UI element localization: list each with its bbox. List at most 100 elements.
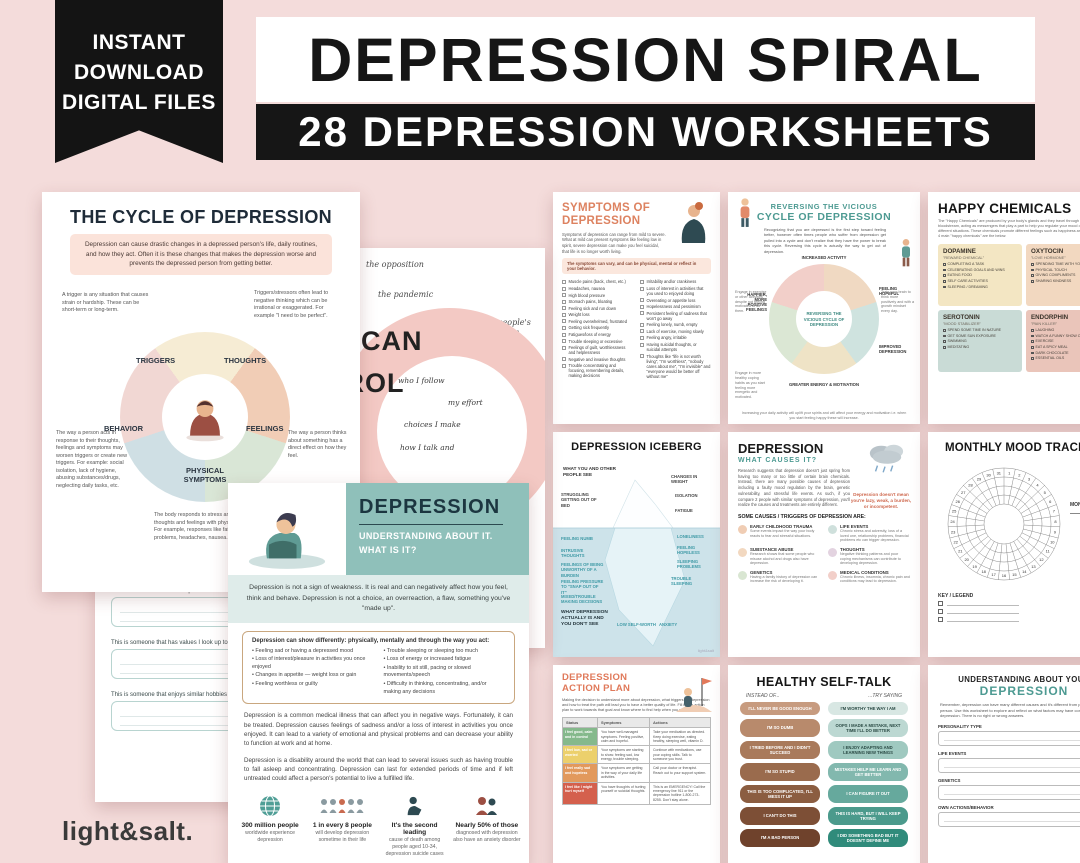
checkbox-icon [1031, 346, 1034, 349]
worksheet-monthly-mood-tracker: MONTHLY MOOD TRACKER 1234567891011121314… [928, 432, 1080, 657]
action-plan-title: DEPRESSION ACTION PLAN [562, 672, 631, 694]
svg-text:17: 17 [991, 572, 996, 577]
support-person-label: This is someone that enjoys similar hobb… [111, 692, 228, 698]
stat-worldwide: 300 million people worldwide experience … [236, 793, 304, 857]
cycle-label-feelings: FEELINGS [246, 424, 284, 433]
month-write-line [1070, 508, 1080, 514]
worksheet-depression-iceberg: DEPRESSION ICEBERG WHAT YOU AND OTHER PE… [553, 432, 720, 657]
checkbox-icon [1031, 329, 1034, 332]
cause-icon [738, 547, 747, 557]
key-legend-label: KEY / LEGEND [938, 593, 974, 599]
inside-control-item: how I talk and [400, 443, 455, 452]
chemical-activity: ESSENTIAL OILS [1031, 356, 1080, 360]
svg-text:21: 21 [958, 549, 963, 554]
key-write-line [947, 617, 1019, 622]
chemical-activity: EAT A SPICY MEAL [1031, 345, 1080, 349]
instead-pill: I'M A BAD PERSON [740, 828, 820, 848]
chemical-activity: EATING FOOD [943, 273, 1017, 277]
checkbox-icon [943, 263, 946, 266]
svg-text:11: 11 [1046, 549, 1051, 554]
control-heading-line1: I CAN [352, 326, 423, 356]
svg-text:1: 1 [1008, 470, 1011, 475]
svg-text:12: 12 [1039, 557, 1044, 562]
outside-control-item: the opposition [366, 260, 424, 269]
symptoms-cell: You have thoughts of hurting yourself or… [597, 782, 649, 805]
checkbox-icon [1031, 280, 1034, 283]
self-talk-pair: I'M A BAD PERSON I DID SOMETHING BAD BUT… [740, 828, 908, 848]
try-saying-header: ...TRY SAYING [868, 693, 902, 699]
svg-text:29: 29 [977, 476, 982, 481]
svg-text:24: 24 [950, 519, 955, 524]
sign-item: Difficulty in thinking, concentrating, a… [384, 681, 506, 696]
worksheet-reversing-cycle: REVERSING THE VICIOUS CYCLE OF DEPRESSIO… [728, 192, 920, 424]
uyd-intro: Remember, depression can have many diffe… [940, 702, 1080, 719]
symptom-label: Feeling sick and run down [568, 305, 617, 311]
symptom-item: Hopelessness and pessimism [640, 304, 711, 309]
write-in-line [120, 604, 290, 613]
svg-text:15: 15 [1012, 572, 1017, 577]
svg-text:31: 31 [997, 470, 1002, 475]
quadrant-endorphin: ENDORPHIN "PAIN KILLER" LAUGHING WATCH A … [1026, 309, 1080, 372]
cycle-diagram-center [162, 374, 248, 460]
causes-highlight: Depression doesn't mean you're lazy, wea… [850, 492, 912, 510]
seated-person-icon [381, 793, 449, 819]
iceberg-below-item: FEELINGS OF BEING UNWORTHY OF A BURDEN [561, 562, 604, 578]
ribbon-line-2: DOWNLOAD [74, 60, 204, 84]
reversing-note-3: Engage in more healthy coping habits as … [735, 371, 765, 400]
product-title: DEPRESSION SPIRAL [256, 17, 1035, 102]
symptom-item: Weight loss [562, 312, 633, 317]
uyd-write-box [938, 784, 1080, 800]
symptom-item: Feelings of guilt, worthlessness and hel… [562, 345, 633, 355]
checkbox-icon [562, 293, 566, 298]
symptom-label: Thoughts like "life is not worth living"… [646, 353, 711, 379]
checkbox-icon [1031, 263, 1034, 266]
support-person-label: This is someone that has values I look u… [111, 640, 228, 646]
causes-subtitle: WHAT CAUSES IT? [738, 457, 818, 464]
write-in-line [120, 613, 290, 622]
checkbox-icon [1031, 357, 1034, 360]
reversing-intro: Recognizing that you are depressed is th… [764, 227, 886, 254]
cycle-label-feeling-hopeful: FEELING HOPEFUL [879, 286, 900, 297]
try-pill: I'M WORTHY THE WAY I AM [828, 702, 908, 716]
instead-pill: I CAN'T DO THIS [740, 806, 820, 826]
iceberg-below-item: FEELING HOPELESS [677, 545, 700, 556]
checkbox-icon [640, 279, 644, 284]
self-talk-pair: I'M SO STUPID MISTAKES HELP ME LEARN AND… [740, 762, 908, 782]
checkbox-icon [562, 332, 566, 337]
symptom-item: Trouble sleeping or excessive [562, 339, 633, 344]
cycle-label-physical-symptoms: PHYSICAL SYMPTOMS [183, 466, 227, 484]
symptom-item: Persistent feeling of sadness that won't… [640, 311, 711, 321]
chemicals-title: HAPPY CHEMICALS [938, 201, 1072, 216]
try-pill: I ENJOY ADAPTING AND LEARNING NEW THINGS [828, 740, 908, 760]
cycle-note-feelings: The way a person thinks about something … [288, 430, 347, 459]
instant-download-ribbon: INSTANT DOWNLOAD DIGITAL FILES [55, 0, 223, 163]
uyd-field: GENETICS [938, 778, 1080, 800]
svg-text:28: 28 [968, 482, 973, 487]
uyd-field: OWN ACTIONS/BEHAVIOR [938, 805, 1080, 827]
write-in-line [944, 793, 1080, 795]
write-in-line [944, 739, 1080, 741]
svg-text:9: 9 [1054, 529, 1057, 534]
reversing-cycle-diagram: REVERSING THE VICIOUS CYCLE OF DEPRESSIO… [746, 255, 906, 387]
checkbox-icon [640, 304, 644, 309]
iceberg-above-label: WHAT YOU AND OTHER PEOPLE SEE [563, 466, 616, 477]
symptom-item: Thoughts like "life is not worth living"… [640, 354, 711, 379]
checkbox-icon [640, 286, 644, 291]
understanding-header: DEPRESSION UNDERSTANDING ABOUT IT. WHAT … [228, 483, 529, 575]
chemical-activity: CELEBRATING GOALS AND WINS [943, 268, 1017, 272]
svg-text:23: 23 [951, 529, 956, 534]
symptom-label: Hopelessness and pessimism [646, 304, 701, 310]
cause-icon [828, 570, 837, 580]
iceberg-above-item: STRUGGLING GETTING OUT OF BED [561, 492, 597, 508]
iceberg-below-item: LOW SELF-WORTH [617, 622, 656, 627]
cycle-note-behavior: The way a person acts in response to the… [56, 430, 128, 489]
checkbox-icon [1031, 340, 1034, 343]
symptom-label: Headaches, nausea [568, 286, 605, 292]
chemical-activity: DARK CHOCOLATE [1031, 351, 1080, 355]
symptom-label: Trouble concentrating and focusing, reme… [568, 363, 625, 379]
status-cell: I feel like I might hurt myself [563, 782, 597, 805]
symptom-label: Loss of interest in activities that you … [646, 286, 704, 296]
chemical-activity: GET SOME SUN EXPOSURE [943, 334, 1017, 338]
action-plan-row: I feel really sad and hopeless Your symp… [563, 763, 710, 782]
